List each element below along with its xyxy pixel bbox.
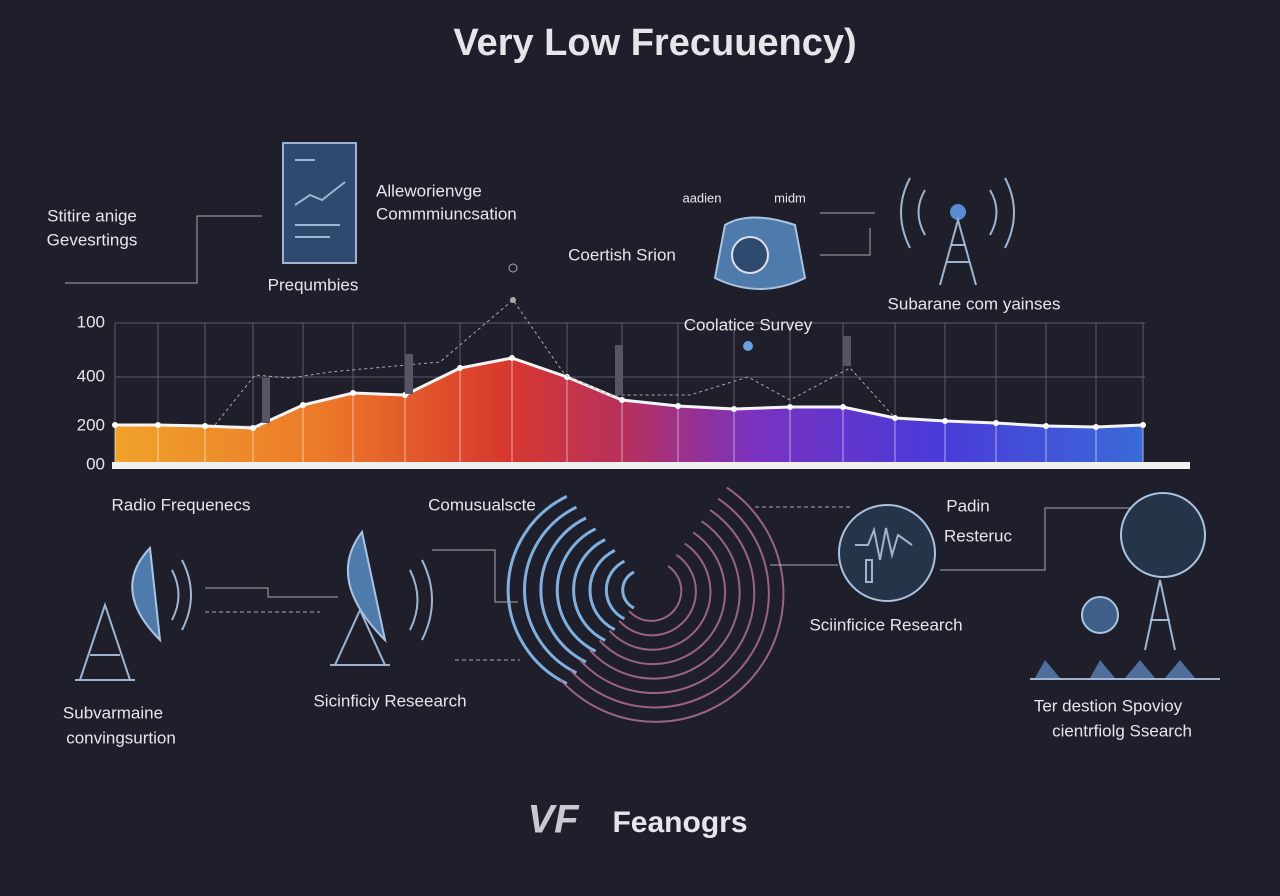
profile-dot [112,422,118,428]
connector [205,587,338,598]
profile-dot [840,404,846,410]
axis-label: 00 [86,454,105,473]
title: Very Low Frecuuency) [453,22,856,64]
ring [589,520,741,680]
tower-icon [900,177,1015,286]
profile-dot [1093,424,1099,430]
dial-icon [713,216,807,290]
connector [940,507,1130,571]
connector [432,549,518,603]
ring [598,531,727,666]
label: Comusualscte [428,495,536,514]
ring [621,570,635,610]
ring [555,527,597,653]
connector [820,228,871,256]
profile-dot [457,365,463,371]
label: Coertish Srion [568,245,676,264]
label: Prequmbies [268,275,359,294]
document-icon [282,142,357,264]
wave-rings [506,486,785,723]
profile-dot [509,355,515,361]
profile-dot [787,404,793,410]
ring [523,505,578,675]
spectrum-chart [112,263,1190,469]
profile-dot [350,390,356,396]
ring [628,565,683,622]
label: Padin [946,496,989,515]
profile-dot [731,406,737,412]
label: Commmiuncsation [376,204,517,223]
brand: Feanogrs [612,806,747,839]
label: Radio Frequenecs [112,495,251,514]
profile-dot [1140,422,1146,428]
ring [618,553,697,637]
label: aadien [682,190,721,205]
ring [608,542,712,651]
profile-dot [202,423,208,429]
ring [572,538,606,642]
submarine-dish-icon [75,545,192,681]
station-icon [1030,492,1220,680]
profile-dot [1043,423,1049,429]
profile-dot [250,425,256,431]
label: Subarane com yainses [888,294,1061,313]
ring [569,497,770,709]
label: Subvarmaine [63,703,163,722]
dish-icon [330,529,433,666]
label: Coolatice Survey [684,315,813,334]
ring [506,495,568,685]
ring [604,559,626,621]
ring [579,509,756,695]
label: Gevesrtings [47,230,138,249]
profile-dot [993,420,999,426]
ring [539,516,587,664]
axis-label: 400 [77,366,105,385]
axis-label: 100 [77,312,105,331]
connector [65,215,262,284]
label: Ter destion Spovioy [1034,696,1183,715]
label: Alleworienvge [376,181,482,200]
label: cientrfiolg Ssearch [1052,721,1192,740]
profile-dot [564,374,570,380]
label: Sciinficice Research [809,615,962,634]
label: Resteruc [944,526,1013,545]
axis-label: 200 [77,415,105,434]
label: midm [774,190,806,205]
profile-dot [675,403,681,409]
profile-dot [619,397,625,403]
profile-dot [155,422,161,428]
label: convingsurtion [66,728,176,747]
scope-icon [838,504,936,602]
profile-dot [942,418,948,424]
ring [559,486,785,723]
label: Stitire anige [47,206,137,225]
label: Sicinficiy Reseearch [313,691,466,710]
ring [588,549,616,631]
logo: VF [527,798,580,842]
profile-dot [300,402,306,408]
